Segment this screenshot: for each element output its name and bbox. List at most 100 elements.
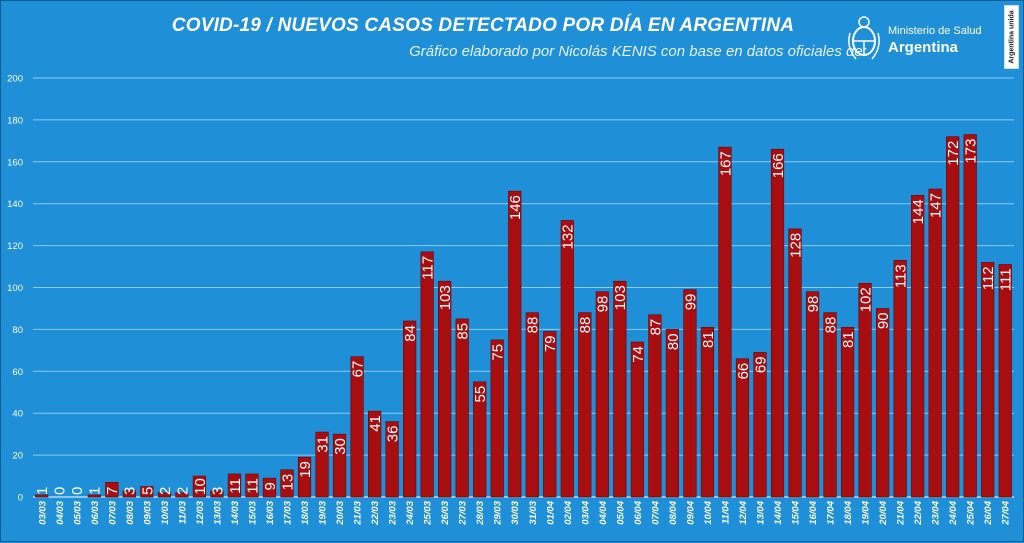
bar	[928, 188, 942, 498]
x-tick-label: 24/03	[405, 500, 416, 525]
x-tick-label: 28/03	[475, 500, 486, 525]
bar	[718, 146, 732, 498]
bar	[700, 327, 715, 498]
bar-value-label: 103	[612, 285, 629, 310]
bar	[613, 280, 627, 498]
bar-value-label: 144	[910, 199, 927, 224]
bar-value-label: 3	[122, 487, 139, 495]
bar	[175, 492, 189, 498]
x-tick-label: 08/04	[668, 500, 679, 524]
bar-value-label: 172	[945, 141, 962, 166]
bar-value-label: 5	[139, 487, 156, 495]
bar	[858, 283, 872, 498]
bar	[210, 490, 224, 498]
x-tick-label: 27/04	[1001, 500, 1012, 525]
x-tick-label: 04/04	[598, 500, 609, 524]
bar	[105, 482, 119, 498]
bar	[403, 320, 417, 498]
bar	[735, 358, 750, 498]
bar	[157, 492, 171, 498]
bar	[788, 228, 802, 498]
bar-value-label: 0	[69, 487, 86, 495]
bar-value-label: 9	[262, 482, 279, 490]
y-tick-label: 40	[12, 409, 23, 420]
bar-value-label: 31	[314, 436, 331, 453]
bar	[893, 259, 907, 498]
bar-value-label: 88	[822, 317, 839, 334]
x-tick-label: 13/04	[755, 500, 766, 524]
bar-value-label: 11	[244, 478, 261, 494]
bar-value-label: 30	[332, 438, 349, 455]
bar-value-label: 102	[857, 287, 874, 312]
x-tick-label: 23/03	[388, 500, 399, 525]
x-tick-label: 12/04	[738, 500, 749, 524]
x-tick-label: 14/03	[230, 500, 241, 524]
bar-value-label: 66	[735, 363, 752, 380]
bar	[911, 195, 925, 498]
bar-value-label: 99	[682, 294, 699, 311]
coat-of-arms-icon	[848, 16, 880, 60]
x-tick-label: 22/03	[370, 500, 381, 525]
x-tick-label: 16/03	[265, 500, 276, 524]
x-tick-label: 16/04	[808, 500, 819, 524]
y-tick-label: 200	[7, 74, 23, 85]
bar-value-label: 1	[34, 487, 51, 495]
x-tick-label: 12/03	[195, 500, 206, 524]
bar	[560, 220, 574, 498]
bar-value-label: 112	[980, 266, 997, 290]
argentina-unida-badge: Argentina unida	[1004, 5, 1019, 69]
bar-value-label: 132	[560, 224, 577, 249]
bar	[87, 494, 101, 498]
x-tick-label: 10/04	[703, 500, 714, 524]
x-tick-label: 22/04	[913, 500, 924, 525]
bar-value-label: 55	[472, 386, 489, 403]
bar-value-label: 2	[174, 487, 191, 495]
x-tick-label: 17/03	[283, 500, 294, 524]
bar	[840, 327, 855, 498]
x-tick-label: 07/03	[107, 500, 118, 524]
bar-value-label: 166	[770, 153, 787, 178]
bar-value-label: 147	[928, 193, 945, 218]
bars	[35, 134, 1012, 498]
bar	[753, 352, 767, 498]
y-tick-label: 60	[12, 367, 23, 378]
x-tick-label: 10/03	[160, 500, 171, 524]
chart-subtitle: Gráfico elaborado por Nicolás KENIS con …	[409, 43, 867, 60]
bar	[227, 473, 242, 498]
bar	[998, 264, 1012, 498]
bar-value-label: 84	[402, 325, 419, 342]
bar-value-label: 3	[209, 487, 226, 495]
x-tick-label: 08/03	[125, 500, 136, 524]
bar-value-label: 87	[647, 319, 664, 336]
x-tick-label: 18/03	[300, 500, 311, 524]
x-tick-label: 19/04	[861, 500, 872, 524]
y-tick-label: 180	[7, 115, 23, 126]
bar	[280, 469, 294, 498]
x-tick-label: 26/03	[440, 500, 451, 525]
bar-value-label: 103	[437, 285, 454, 310]
bar	[578, 312, 592, 498]
bar	[876, 308, 890, 498]
bar-value-label: 117	[420, 256, 437, 280]
bar	[315, 431, 329, 498]
bar	[192, 475, 207, 498]
x-tick-label: 21/03	[353, 500, 364, 525]
x-tick-label: 07/04	[650, 500, 661, 524]
bar	[140, 486, 154, 498]
x-tick-label: 13/03	[212, 500, 223, 524]
y-axis-ticks: 0 20 40 60 80 100 120 140 160 180 200	[7, 74, 23, 504]
x-tick-label: 30/03	[510, 500, 521, 524]
bar	[665, 329, 680, 498]
bar-value-label: 67	[349, 361, 366, 378]
y-tick-label: 20	[12, 451, 23, 462]
bar	[963, 134, 977, 498]
bar	[297, 456, 312, 498]
bar	[981, 262, 995, 498]
x-tick-label: 02/04	[563, 500, 574, 524]
bar-value-label: 7	[104, 487, 121, 495]
bar-value-label: 1	[87, 487, 104, 495]
x-tick-label: 21/04	[896, 500, 907, 525]
x-tick-label: 17/04	[826, 500, 837, 524]
